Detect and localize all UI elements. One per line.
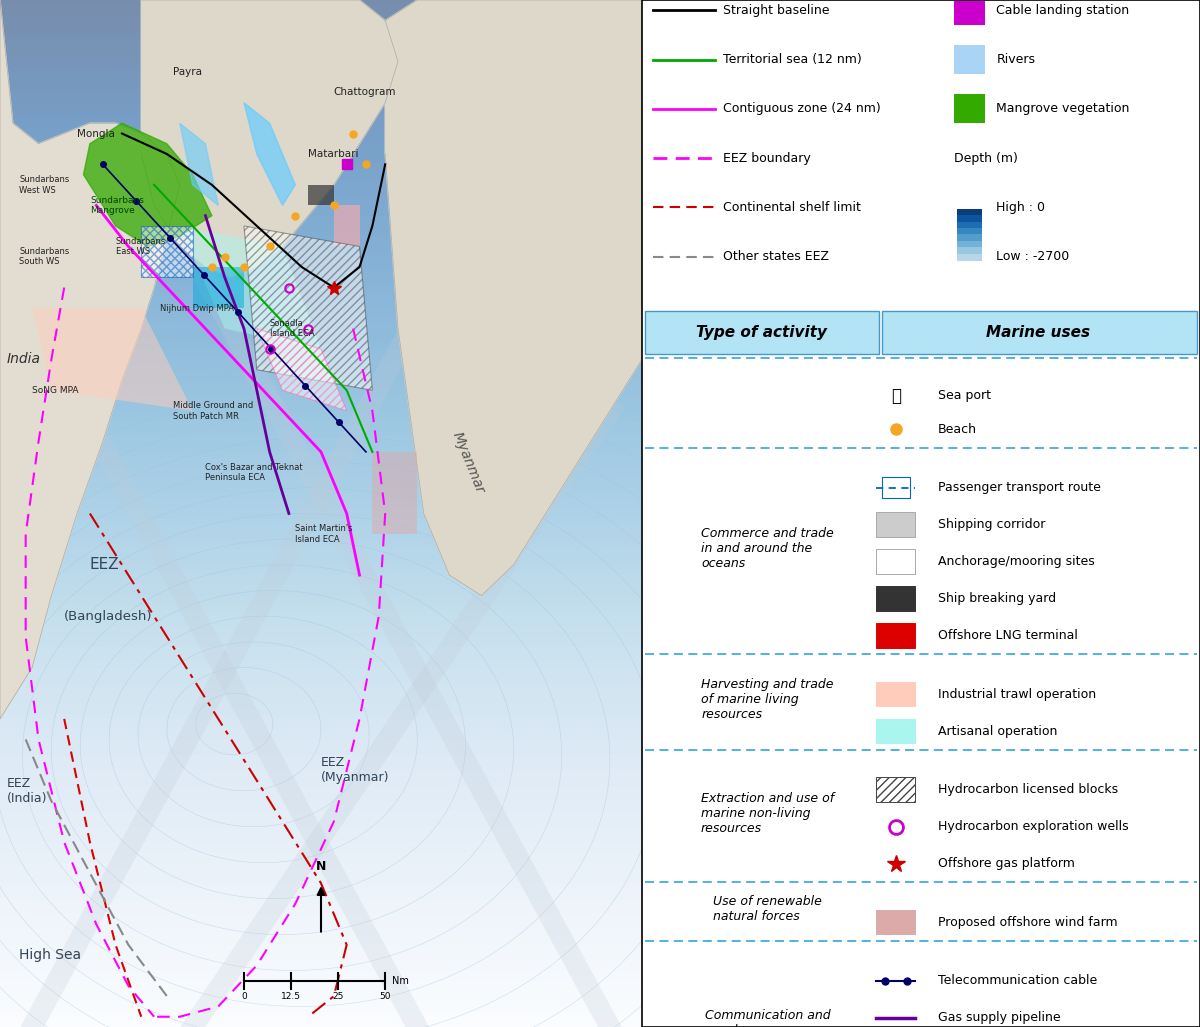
Text: Straight baseline: Straight baseline [722, 4, 829, 16]
Bar [644, 311, 880, 354]
Polygon shape [32, 308, 192, 411]
Text: Cox's Bazar and Teknat
Peninsula ECA: Cox's Bazar and Teknat Peninsula ECA [205, 463, 304, 482]
Text: Sundarbans
East WS: Sundarbans East WS [115, 237, 166, 256]
Text: Anchorage/mooring sites: Anchorage/mooring sites [937, 555, 1094, 568]
Text: EEZ
(India): EEZ (India) [6, 776, 47, 805]
Polygon shape [142, 0, 398, 277]
Bar [954, 45, 985, 74]
Text: 25: 25 [332, 992, 344, 1001]
Text: Sea port: Sea port [937, 389, 991, 403]
Polygon shape [244, 226, 372, 390]
Text: Chattogram: Chattogram [334, 87, 396, 98]
Bar [876, 777, 916, 802]
Text: Gas supply pipeline: Gas supply pipeline [937, 1011, 1061, 1024]
Text: Nijhum Dwip MPA: Nijhum Dwip MPA [161, 304, 234, 312]
Text: Use of renewable
natural forces: Use of renewable natural forces [713, 895, 822, 922]
Text: Middle Ground and
South Patch MR: Middle Ground and South Patch MR [173, 402, 253, 420]
Text: Sonadla
Island ECA: Sonadla Island ECA [270, 319, 314, 338]
Text: Industrial trawl operation: Industrial trawl operation [937, 687, 1096, 700]
Text: Sundarbans
South WS: Sundarbans South WS [19, 248, 70, 266]
Polygon shape [0, 0, 180, 719]
Text: India: India [6, 352, 41, 367]
Text: Communication and
supply: Communication and supply [704, 1009, 830, 1027]
Text: Harvesting and trade
of marine living
resources: Harvesting and trade of marine living re… [701, 678, 834, 721]
Bar [876, 719, 916, 744]
Text: EEZ
(Myanmar): EEZ (Myanmar) [322, 756, 390, 785]
Text: Hydrocarbon exploration wells: Hydrocarbon exploration wells [937, 820, 1128, 833]
Bar [958, 248, 983, 255]
Text: Mongla: Mongla [77, 128, 115, 139]
Text: Shipping corridor: Shipping corridor [937, 518, 1045, 531]
Text: Offshore LNG terminal: Offshore LNG terminal [937, 629, 1078, 642]
Text: (Bangladesh): (Bangladesh) [65, 610, 152, 622]
Bar [958, 228, 983, 235]
Bar [876, 586, 916, 611]
Text: 50: 50 [379, 992, 391, 1001]
Text: Hydrocarbon licensed blocks: Hydrocarbon licensed blocks [937, 783, 1118, 796]
Text: High : 0: High : 0 [996, 201, 1045, 214]
Text: ⛴: ⛴ [890, 387, 901, 405]
Text: Payra: Payra [173, 67, 203, 77]
Text: Continental shelf limit: Continental shelf limit [722, 201, 860, 214]
Text: Sundarbans
Mangrove: Sundarbans Mangrove [90, 196, 144, 215]
Text: Offshore gas platform: Offshore gas platform [937, 857, 1075, 870]
Text: Type of activity: Type of activity [696, 326, 828, 340]
Text: Rivers: Rivers [996, 53, 1036, 66]
Text: Commerce and trade
in and around the
oceans: Commerce and trade in and around the oce… [701, 527, 834, 570]
Polygon shape [192, 267, 244, 308]
Bar [882, 478, 910, 498]
Text: Ship breaking yard: Ship breaking yard [937, 592, 1056, 605]
Text: Extraction and use of
marine non-living
resources: Extraction and use of marine non-living … [701, 792, 834, 835]
Polygon shape [180, 123, 218, 205]
Text: Matarbari: Matarbari [308, 149, 359, 159]
Text: EEZ: EEZ [90, 558, 120, 572]
Polygon shape [257, 329, 347, 411]
Text: Beach: Beach [937, 422, 977, 435]
Polygon shape [84, 123, 212, 246]
Text: EEZ boundary: EEZ boundary [722, 152, 811, 164]
Polygon shape [180, 226, 322, 349]
Bar [876, 682, 916, 707]
Text: Sundarbans
West WS: Sundarbans West WS [19, 176, 70, 194]
Text: Territorial sea (12 nm): Territorial sea (12 nm) [722, 53, 862, 66]
Text: Marine uses: Marine uses [986, 326, 1091, 340]
Polygon shape [372, 452, 418, 534]
Polygon shape [308, 185, 334, 205]
Bar [958, 215, 983, 223]
Polygon shape [334, 205, 360, 246]
Polygon shape [142, 226, 192, 277]
Text: Depth (m): Depth (m) [954, 152, 1019, 164]
Text: Myanmar: Myanmar [449, 429, 487, 495]
Text: Artisanal operation: Artisanal operation [937, 724, 1057, 737]
Bar [958, 234, 983, 242]
Text: Proposed offshore wind farm: Proposed offshore wind farm [937, 915, 1117, 928]
Text: High Sea: High Sea [19, 948, 82, 962]
Bar [876, 623, 916, 648]
Text: Passenger transport route: Passenger transport route [937, 481, 1100, 494]
Text: Cable landing station: Cable landing station [996, 4, 1129, 16]
Bar [954, 94, 985, 123]
Text: Telecommunication cable: Telecommunication cable [937, 974, 1097, 987]
Bar [954, 0, 985, 25]
Text: Other states EEZ: Other states EEZ [722, 251, 829, 263]
Polygon shape [244, 103, 295, 205]
Text: Mangrove vegetation: Mangrove vegetation [996, 103, 1129, 115]
Text: 0: 0 [241, 992, 247, 1001]
Text: 12.5: 12.5 [281, 992, 301, 1001]
Text: N: N [316, 860, 326, 873]
Bar [958, 254, 983, 262]
Bar [876, 549, 916, 574]
Text: Low : -2700: Low : -2700 [996, 251, 1069, 263]
Polygon shape [385, 0, 642, 596]
Bar [876, 512, 916, 537]
Text: Saint Martin's
Island ECA: Saint Martin's Island ECA [295, 525, 353, 543]
Text: SoNG MPA: SoNG MPA [32, 386, 79, 394]
Bar [882, 311, 1198, 354]
Bar [876, 910, 916, 935]
Bar [958, 241, 983, 249]
Bar [958, 208, 983, 216]
Bar [958, 222, 983, 229]
Text: Contiguous zone (24 nm): Contiguous zone (24 nm) [722, 103, 881, 115]
Text: Nm: Nm [391, 976, 408, 986]
